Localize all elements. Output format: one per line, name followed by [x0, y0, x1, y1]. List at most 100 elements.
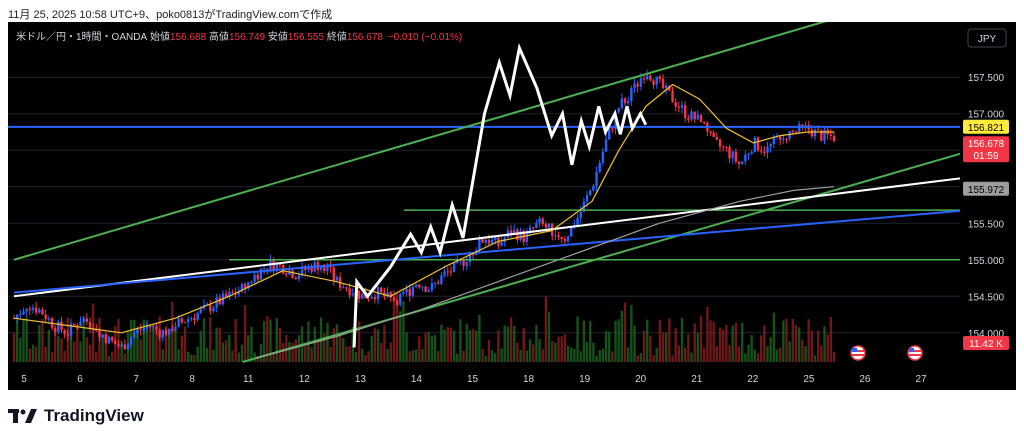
volume-bar — [592, 342, 595, 362]
candle-body — [291, 270, 294, 278]
legend-symbol[interactable]: 米ドル／円・1時間・OANDA — [16, 30, 147, 43]
candle-body — [79, 322, 82, 327]
candle-body — [392, 297, 396, 301]
volume-bar — [554, 342, 557, 362]
candle-body — [785, 138, 788, 140]
candle-body — [589, 190, 592, 196]
volume-bar — [101, 336, 104, 362]
candle-body — [456, 260, 459, 263]
volume-bar — [202, 318, 206, 362]
volume-bar — [633, 325, 636, 362]
volume-bar — [275, 318, 278, 362]
candle-body — [215, 297, 218, 308]
volume-bar — [440, 324, 443, 362]
volume-bar — [427, 331, 430, 362]
candle-body — [136, 329, 139, 334]
volume-bar — [418, 336, 421, 362]
volume-bar — [769, 337, 772, 362]
volume-bar — [231, 350, 234, 362]
candle-body — [592, 185, 595, 191]
time-tick-label: 21 — [691, 374, 703, 385]
candle-body — [256, 274, 259, 280]
candle-body — [554, 235, 557, 237]
candle-body — [57, 321, 60, 332]
candle-body — [335, 277, 339, 281]
volume-bar — [205, 347, 209, 362]
volume-bar — [541, 349, 544, 362]
volume-bar — [72, 341, 76, 362]
candle-body — [212, 307, 215, 312]
volume-bar — [12, 332, 16, 362]
candle-body — [462, 260, 465, 266]
legend-ohlc: 始値156.688 高値156.749 安値156.555 終値156.678 … — [150, 30, 462, 43]
volume-bar — [183, 326, 187, 362]
brand-logo[interactable]: TradingView — [8, 404, 144, 428]
candle-body — [418, 284, 421, 288]
candle-body — [646, 75, 649, 80]
time-tick-label: 6 — [77, 374, 83, 385]
volume-bar — [744, 353, 747, 362]
price-chart[interactable]: 米ドル／円・1時間・OANDA 始値156.688 高値156.749 安値15… — [8, 22, 1016, 390]
volume-bar — [734, 322, 738, 362]
volume-bar — [570, 347, 573, 362]
volume-bar — [696, 332, 700, 362]
time-axis[interactable]: 5 6 7 8 11 12 13 14 15 18 19 20 21 22 25 26 27 — [21, 374, 927, 385]
volume-bar — [164, 326, 168, 362]
candle-body — [405, 288, 408, 293]
volume-bar — [243, 304, 247, 362]
volume-bar — [443, 329, 446, 362]
candle-body — [728, 147, 731, 159]
us-flag-icon[interactable] — [907, 345, 923, 361]
volume-bar — [142, 319, 146, 362]
candle-body — [85, 318, 89, 322]
volume-bar — [44, 346, 47, 362]
volume-bar — [133, 320, 136, 362]
volume-bar — [832, 351, 836, 362]
candle-body — [408, 288, 411, 296]
candle-body — [478, 238, 481, 251]
chart-frame[interactable]: 米ドル／円・1時間・OANDA 始値156.688 高値156.749 安値15… — [8, 22, 1016, 390]
volume-bar — [329, 346, 332, 362]
volume-bar — [316, 341, 320, 362]
volume-bar — [655, 347, 658, 362]
volume-bar — [215, 327, 218, 362]
time-tick-label: 13 — [355, 374, 367, 385]
volume-bar — [788, 341, 791, 362]
candle-body — [161, 330, 165, 338]
candle-body — [440, 275, 443, 285]
volume-bar — [763, 325, 766, 362]
lower-channel-line — [242, 152, 961, 363]
volume-bar — [522, 327, 525, 362]
volume-bar — [690, 352, 693, 362]
price-label-box — [963, 119, 1009, 134]
candle-body — [661, 78, 665, 89]
candle-body — [443, 271, 446, 276]
candle-body — [620, 98, 624, 108]
time-tick-label: 20 — [635, 374, 647, 385]
volume-bar — [281, 342, 285, 362]
candle-body — [107, 336, 111, 344]
volume-bar — [247, 335, 250, 362]
candle-body — [164, 330, 168, 335]
volume-bar — [15, 320, 19, 362]
volume-bar — [750, 335, 753, 362]
candle-body — [494, 237, 497, 240]
volume-bar — [563, 334, 567, 362]
volume-bar — [810, 330, 814, 362]
candle-body — [718, 139, 722, 147]
volume-bar — [528, 339, 532, 362]
volume-bar — [677, 345, 681, 362]
currency-button[interactable] — [967, 28, 1007, 48]
candle-body — [813, 129, 817, 137]
us-flag-icon[interactable] — [850, 345, 866, 361]
candle-body — [750, 151, 753, 154]
candle-body — [579, 211, 582, 218]
volume-bar — [85, 337, 89, 362]
candle-body — [547, 223, 551, 228]
candle-body — [490, 239, 494, 244]
candle-body — [180, 318, 183, 323]
candle-body — [709, 131, 712, 133]
volume-bar — [816, 330, 820, 362]
candle-body — [769, 144, 772, 147]
volume-bar — [598, 350, 601, 362]
